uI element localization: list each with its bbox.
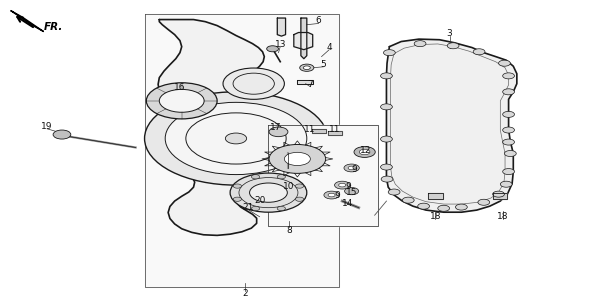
Circle shape — [233, 197, 241, 201]
Circle shape — [284, 152, 310, 166]
Circle shape — [503, 127, 514, 133]
Circle shape — [473, 49, 485, 55]
Circle shape — [503, 111, 514, 117]
Text: 15: 15 — [346, 188, 358, 197]
Circle shape — [478, 199, 490, 205]
Circle shape — [447, 43, 459, 49]
Circle shape — [438, 205, 450, 211]
Polygon shape — [268, 125, 378, 226]
Text: 19: 19 — [41, 122, 53, 131]
Circle shape — [348, 166, 355, 170]
Circle shape — [269, 144, 326, 173]
Circle shape — [381, 73, 392, 79]
Polygon shape — [301, 18, 307, 59]
Polygon shape — [145, 14, 339, 287]
Text: 2: 2 — [242, 289, 248, 298]
Text: 6: 6 — [316, 16, 322, 25]
Text: 8: 8 — [286, 226, 292, 235]
Text: 3: 3 — [447, 29, 453, 38]
Circle shape — [503, 89, 514, 95]
Text: 12: 12 — [360, 146, 372, 155]
Circle shape — [500, 181, 512, 187]
Text: FR.: FR. — [44, 22, 64, 32]
Text: 18: 18 — [497, 212, 509, 221]
Circle shape — [230, 173, 307, 212]
Circle shape — [504, 150, 516, 157]
Text: 16: 16 — [174, 83, 186, 92]
Circle shape — [165, 102, 307, 175]
Circle shape — [503, 169, 514, 175]
Circle shape — [53, 130, 71, 139]
Circle shape — [354, 147, 375, 157]
Circle shape — [455, 204, 467, 210]
Polygon shape — [328, 131, 342, 135]
Circle shape — [296, 184, 304, 188]
Circle shape — [381, 104, 392, 110]
Circle shape — [344, 164, 359, 172]
Circle shape — [499, 60, 510, 66]
Circle shape — [277, 206, 286, 211]
Circle shape — [418, 203, 430, 209]
Text: 21: 21 — [242, 203, 254, 212]
Circle shape — [384, 50, 395, 56]
Polygon shape — [294, 33, 313, 50]
Circle shape — [251, 175, 260, 179]
Circle shape — [225, 133, 247, 144]
Text: 4: 4 — [326, 43, 332, 52]
Circle shape — [339, 183, 346, 187]
Circle shape — [324, 191, 339, 199]
Circle shape — [233, 184, 241, 188]
Text: 10: 10 — [283, 182, 295, 191]
Text: 13: 13 — [274, 40, 286, 49]
Circle shape — [277, 175, 286, 179]
Circle shape — [503, 139, 514, 145]
Circle shape — [145, 92, 327, 185]
Text: 9: 9 — [335, 191, 340, 200]
Circle shape — [345, 188, 359, 195]
Circle shape — [335, 181, 350, 189]
Circle shape — [251, 206, 260, 211]
Circle shape — [250, 183, 287, 202]
Text: 9: 9 — [345, 182, 351, 191]
Polygon shape — [157, 20, 268, 235]
Circle shape — [146, 83, 217, 119]
Circle shape — [503, 73, 514, 79]
Text: 11: 11 — [329, 125, 340, 134]
Circle shape — [223, 68, 284, 99]
Circle shape — [328, 193, 335, 197]
Text: 11: 11 — [304, 125, 316, 134]
Text: 7: 7 — [307, 80, 313, 89]
Polygon shape — [428, 193, 442, 199]
Polygon shape — [493, 193, 507, 199]
Polygon shape — [297, 80, 313, 84]
Circle shape — [303, 66, 310, 70]
Circle shape — [493, 191, 504, 197]
Circle shape — [381, 136, 392, 142]
Polygon shape — [386, 39, 517, 212]
Circle shape — [381, 176, 393, 182]
Circle shape — [388, 189, 400, 195]
Circle shape — [359, 149, 370, 155]
Polygon shape — [312, 129, 326, 133]
Text: 5: 5 — [320, 60, 326, 69]
Text: 20: 20 — [254, 196, 266, 205]
Text: 17: 17 — [270, 123, 281, 132]
Circle shape — [159, 89, 204, 112]
Text: 9: 9 — [351, 165, 357, 174]
Circle shape — [269, 127, 288, 137]
Circle shape — [402, 197, 414, 203]
Polygon shape — [11, 11, 44, 32]
Circle shape — [300, 64, 314, 71]
Circle shape — [267, 46, 278, 52]
Circle shape — [381, 164, 392, 170]
Circle shape — [414, 41, 426, 47]
Polygon shape — [277, 18, 286, 36]
Text: 14: 14 — [342, 199, 354, 208]
Circle shape — [296, 197, 304, 201]
Text: 18: 18 — [430, 212, 441, 221]
